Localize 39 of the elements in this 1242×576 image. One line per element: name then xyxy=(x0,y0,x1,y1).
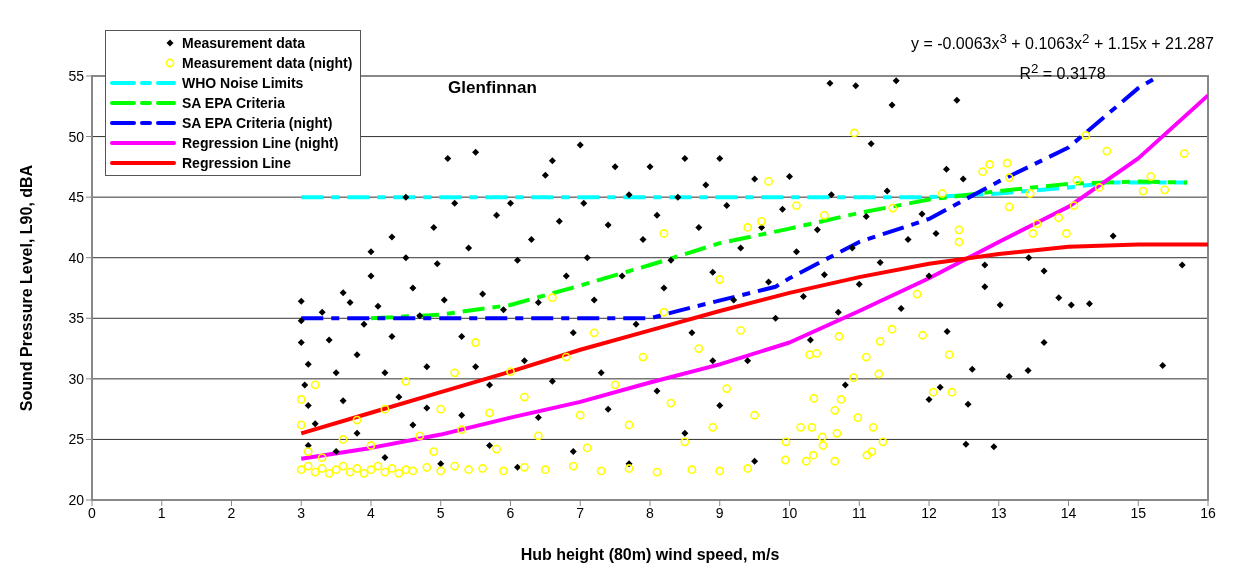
y-tick-label: 55 xyxy=(68,67,85,84)
legend-label: SA EPA Criteria xyxy=(182,95,285,111)
y-tick-label: 35 xyxy=(68,310,85,327)
y-tick-label: 30 xyxy=(68,370,85,387)
x-tick-label: 16 xyxy=(1200,504,1216,521)
x-tick-label: 0 xyxy=(88,504,97,521)
legend-label: Regression Line xyxy=(182,155,291,171)
x-tick-label: 7 xyxy=(576,504,585,521)
x-axis-title: Hub height (80m) wind speed, m/s xyxy=(520,546,780,563)
annotation: R$^{2}$ = 0.3178 xyxy=(1018,60,1107,85)
legend-label: SA EPA Criteria (night) xyxy=(182,115,333,131)
legend-label: Measurement data (night) xyxy=(182,55,353,71)
line-series xyxy=(369,179,1190,321)
x-tick-label: 11 xyxy=(851,504,867,521)
y-tick-label: 45 xyxy=(68,189,85,206)
x-tick-label: 6 xyxy=(506,504,515,521)
x-tick-label: 5 xyxy=(436,504,445,521)
text: y = -0.0063x$^{3}$ + 0.1063x$^{2}$ + 1.15x + 21.287 xyxy=(910,30,1214,55)
x-tick-label: 1 xyxy=(157,504,166,521)
y-tick-label: 40 xyxy=(68,249,85,266)
line-series xyxy=(299,242,1208,436)
y-tick-label: 20 xyxy=(68,491,85,508)
y-tick-label: 25 xyxy=(68,431,85,448)
x-tick-label: 4 xyxy=(367,504,376,521)
x-tick-label: 9 xyxy=(715,504,724,521)
x-tick-label: 3 xyxy=(297,504,306,521)
x-tick-label: 10 xyxy=(781,504,798,521)
legend-label: Regression Line (night) xyxy=(182,135,339,151)
x-tick-label: 13 xyxy=(990,504,1007,521)
legend-label: Measurement data xyxy=(182,35,305,51)
x-tick-label: 15 xyxy=(1130,504,1147,521)
y-axis-title: Sound Pressure Level, L90, dBA xyxy=(17,164,35,412)
x-tick-label: 2 xyxy=(227,504,236,521)
x-tick-label: 12 xyxy=(921,504,937,521)
chart-title: Glenfinnan xyxy=(448,78,537,98)
x-tick-label: 14 xyxy=(1060,504,1077,521)
y-tick-label: 50 xyxy=(68,128,85,145)
x-tick-label: 8 xyxy=(646,504,655,521)
legend-label: WHO Noise Limits xyxy=(182,75,304,91)
